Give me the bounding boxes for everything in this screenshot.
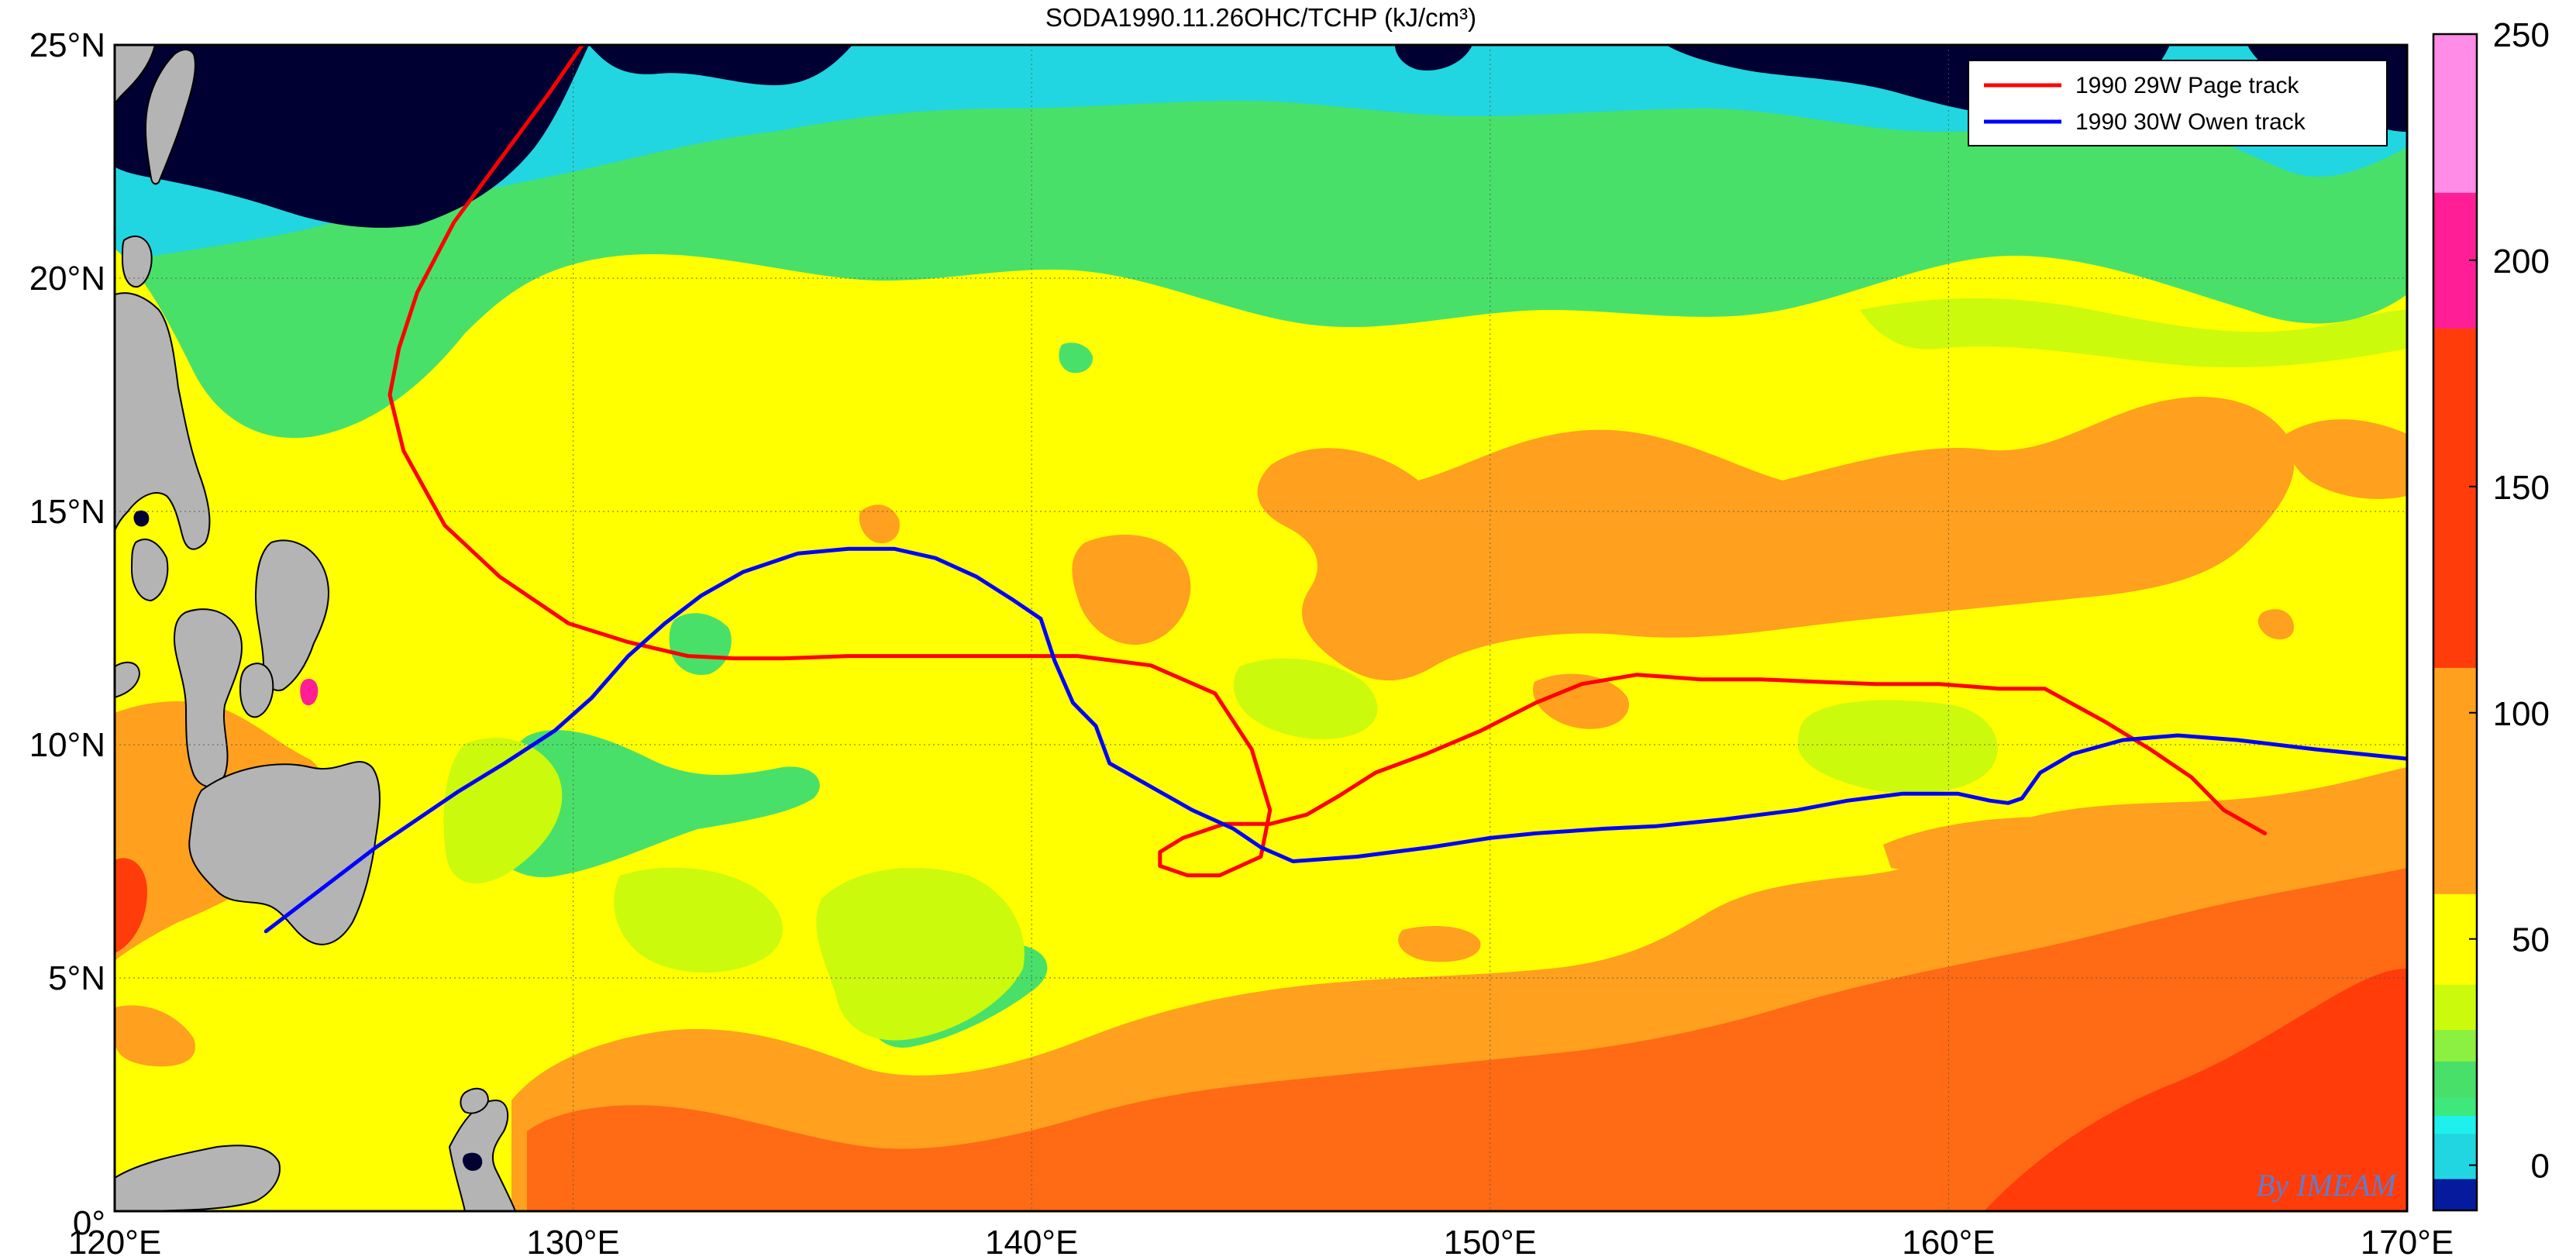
inland-water-2 [463, 1152, 483, 1171]
lat-tick-label-2: 10°N [29, 726, 105, 764]
ohc-region-orange-east [1257, 397, 2295, 681]
land-northern-luzon-tip [121, 236, 153, 288]
lat-tick-label-1: 5°N [48, 959, 105, 997]
colorbar-tick-label-1: 50 [2512, 921, 2550, 959]
ohc-region-green-interior-4 [669, 613, 732, 675]
ohc-region-darknavy-north-small [1395, 45, 1472, 71]
land-taiwan [144, 49, 196, 185]
land-luzon [115, 292, 211, 550]
ohc-region-yellowgreen-interior-2 [614, 867, 783, 973]
map-title: SODA1990.11.26OHC/TCHP (kJ/cm³) [1045, 3, 1476, 32]
ohc-region-yellowgreen-interior-3 [816, 868, 1025, 1041]
track-legend: 1990 29W Page track 1990 30W Owen track [1968, 60, 2388, 146]
ohc-region-yellowgreen-interior-4 [1798, 700, 1998, 794]
colorbar-band-4 [2433, 1061, 2477, 1098]
land-samar-leyte [254, 539, 330, 691]
colorbar-tick-label-3: 150 [2493, 469, 2550, 507]
land-borneo [115, 1145, 281, 1211]
ohc-region-orange-blob-2 [859, 504, 900, 543]
inland-water-1 [133, 510, 150, 527]
ohc-region-green-north-blob [1059, 343, 1093, 374]
track-page-29w [387, 45, 2268, 878]
ohc-region-orange-blob-5 [2257, 609, 2294, 640]
ohc-field [115, 45, 2407, 1211]
colorbar-band-8 [2433, 667, 2477, 894]
land-china-coast [115, 45, 157, 105]
colorbar-band-2 [2433, 1115, 2477, 1134]
lat-tick-label-4: 20°N [29, 260, 105, 298]
colorbar-bands [2433, 34, 2477, 1211]
ohc-region-cyan-north [115, 45, 2407, 257]
lon-tick-label-0: 120°E [68, 1224, 161, 1260]
ohc-region-orange-blob-1 [1072, 535, 1191, 645]
ohc-region-yellowgreen-north [1860, 298, 2407, 367]
map-frame [113, 43, 2409, 1213]
land-masses [115, 45, 517, 1211]
ohc-region-deepred-southeast [1984, 969, 2407, 1211]
ohc-region-orange-east-tip [2286, 419, 2407, 499]
lon-tick-label-1: 130°E [526, 1224, 619, 1260]
colorbar-tick-labels: 0 50 100 150 200 250 [2469, 16, 2550, 1186]
colorbar-band-9 [2433, 328, 2477, 668]
ohc-region-darknavy-ne1 [589, 45, 852, 85]
grid-lines [115, 45, 2407, 1211]
land-bohol-cebu [239, 663, 274, 718]
ohc-region-darknavy-north [115, 45, 589, 228]
colorbar-band-0 [2433, 1179, 2477, 1211]
ohc-region-green-band [775, 101, 2170, 151]
legend-label-page: 1990 29W Page track [2075, 73, 2300, 98]
ohc-region-red-south [527, 868, 2407, 1211]
lon-tick-label-5: 170°E [2361, 1224, 2454, 1260]
inland-water [133, 510, 483, 1171]
lat-tick-labels: 0° 5°N 10°N 15°N 20°N 25°N [29, 26, 105, 1242]
ohc-region-orange-south-lobe [1883, 814, 2325, 883]
colorbar-band-1 [2433, 1133, 2477, 1179]
land-palawan [115, 661, 141, 699]
ohc-region-yellowgreen-interior-1 [443, 738, 563, 883]
lat-tick-label-0: 0° [73, 1204, 105, 1242]
land-mindanao [188, 760, 381, 945]
colorbar-tick-label-5: 250 [2493, 16, 2550, 54]
colorbar-frame [2432, 33, 2478, 1212]
legend-box [1968, 60, 2388, 146]
legend-label-owen: 1990 30W Owen track [2075, 109, 2306, 135]
lon-tick-labels: 120°E 130°E 140°E 150°E 160°E 170°E [68, 1224, 2454, 1260]
track-owen-30w [263, 546, 2407, 934]
land-mindoro [130, 539, 169, 602]
lat-tick-label-5: 25°N [29, 26, 105, 64]
watermark: By IMEAM [2256, 1168, 2399, 1203]
lon-tick-label-2: 140°E [985, 1224, 1078, 1260]
colorbar-tick-label-0: 0 [2531, 1148, 2550, 1186]
ohc-region-orange-south-blob [1398, 926, 1481, 962]
ohc-region-yellowgreen-interior-5 [1233, 658, 1378, 739]
lon-tick-label-3: 150°E [1444, 1224, 1537, 1260]
colorbar-tick-label-4: 200 [2493, 243, 2550, 281]
ohc-region-red-west-spot [115, 858, 147, 953]
colorbar: 0 50 100 150 200 250 [2432, 16, 2550, 1212]
ohc-region-green-interior-1 [488, 729, 820, 877]
map-panel: By IMEAM [115, 45, 2407, 1211]
ohc-region-orange-blob-4 [1533, 673, 1629, 729]
ohc-region-orange-west-strip [115, 1005, 195, 1067]
ohc-region-magenta-spot [300, 678, 319, 706]
lat-tick-label-3: 15°N [29, 493, 105, 531]
colorbar-band-11 [2433, 34, 2477, 193]
colorbar-tick-label-2: 100 [2493, 695, 2550, 733]
colorbar-band-3 [2433, 1097, 2477, 1116]
land-halmahera [460, 1087, 490, 1114]
lon-tick-label-4: 160°E [1902, 1224, 1995, 1260]
colorbar-band-5 [2433, 1029, 2477, 1062]
colorbar-band-6 [2433, 984, 2477, 1030]
